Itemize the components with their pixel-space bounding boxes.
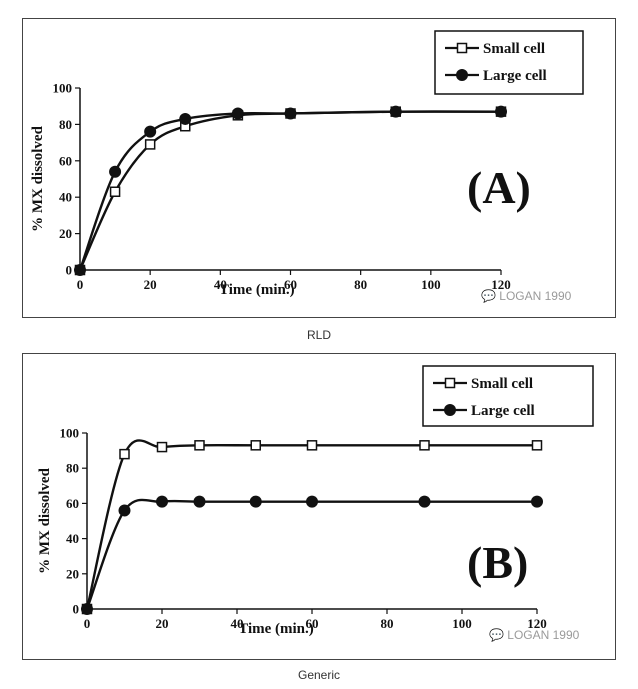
chart-a-series-1-point <box>284 107 297 120</box>
chart-a-series-0-point <box>144 139 156 150</box>
chart-a-x-tick-label: 40 <box>214 277 227 292</box>
chart-a-y-tick-label: 80 <box>59 117 72 132</box>
chart-b-series-1-point <box>193 495 206 508</box>
chart-a-panel-label: (A) <box>467 162 531 213</box>
chart-b-legend-label-0: Small cell <box>471 376 533 392</box>
chart-a-x-tick-label: 120 <box>491 277 511 292</box>
chart-a-svg: 0 20 40 60 80 100 0 20 40 60 80 100 120 Time (min.) % … <box>30 30 584 303</box>
chart-b-legend-label-1: Large cell <box>471 403 535 419</box>
chart-b-x-axis-label: Time (min.) <box>238 621 314 637</box>
chart-b-y-tick-label: 100 <box>60 426 80 441</box>
chart-b-y-tick-label: 20 <box>66 566 79 581</box>
chart-b-watermark: 💬 LOGAN 1990 <box>489 628 580 642</box>
chart-b-legend-marker-0 <box>444 377 456 389</box>
chart-b-series-0-point <box>194 440 205 451</box>
chart-a-legend-marker-0 <box>456 42 468 54</box>
chart-b-caption: Generic <box>297 668 341 682</box>
chart-b-x-tick-label: 0 <box>84 616 91 631</box>
chart-b-x-tick-label: 120 <box>527 616 547 631</box>
chart-a-legend-marker-1 <box>456 69 468 81</box>
chart-b-series-0-point <box>419 440 430 451</box>
chart-a-series-1-point <box>179 112 192 125</box>
chart-a-y-axis-label: % MX dissolved <box>30 125 46 232</box>
chart-a-legend-label-1: Large cell <box>483 68 547 84</box>
chart-a-caption: RLD <box>306 328 331 342</box>
chart-b-series-1-point <box>156 495 168 508</box>
chart-a-x-tick-label: 100 <box>421 277 441 292</box>
chart-b-y-tick-label: 80 <box>66 461 79 476</box>
chart-a-y-tick-label: 60 <box>59 153 72 168</box>
chart-a-series-0-point <box>109 186 121 197</box>
chart-b-series-1-point <box>531 495 543 508</box>
chart-a-series-0-line <box>78 110 502 271</box>
chart-panel-b: 0 20 40 60 80 100 0 20 40 60 80 100 120 Time (min.) % … <box>22 353 616 660</box>
chart-a-x-tick-label: 0 <box>77 277 84 292</box>
chart-a-y-tick-label: 0 <box>66 263 73 278</box>
chart-a-y-tick-label: 20 <box>59 226 72 241</box>
chart-b-x-tick-label: 40 <box>231 616 244 631</box>
chart-a-y-tick-label: 100 <box>53 81 73 96</box>
chart-b-x-tick-label: 80 <box>381 616 394 631</box>
chart-a-watermark: 💬 LOGAN 1990 <box>481 289 572 303</box>
chart-b-series-1-point <box>118 504 131 517</box>
chart-b-series-0-point <box>156 441 168 453</box>
chart-a-series-1-point <box>109 165 122 178</box>
chart-a-x-tick-label: 80 <box>354 277 367 292</box>
chart-b-series-1-point <box>81 603 93 615</box>
chart-a-series-1-point <box>495 105 507 118</box>
chart-b-series-1-point <box>249 495 262 508</box>
chart-a-series-1-line <box>78 110 502 271</box>
chart-a-series-1-point <box>389 105 402 118</box>
chart-a-x-axis-label: Time (min.) <box>219 282 295 298</box>
chart-a-x-tick-label: 20 <box>144 277 157 292</box>
chart-b-panel-label: (B) <box>467 537 528 588</box>
chart-a-y-tick-label: 40 <box>59 190 72 205</box>
chart-a-legend-box <box>434 30 584 95</box>
chart-b-legend-marker-1 <box>444 404 456 416</box>
chart-b-series-1-point <box>306 495 318 508</box>
chart-b-svg: 0 20 40 60 80 100 0 20 40 60 80 100 120 Time (min.) % … <box>37 365 594 642</box>
chart-b-y-tick-label: 40 <box>66 531 79 546</box>
chart-b-x-tick-label: 20 <box>156 616 169 631</box>
chart-b-series-1-point <box>418 495 431 508</box>
chart-b-y-tick-label: 0 <box>73 602 80 617</box>
chart-a-series-1-point <box>144 125 157 138</box>
chart-a-series-1-point <box>74 264 86 276</box>
chart-a-x-tick-label: 60 <box>284 277 297 292</box>
chart-b-series-0-point <box>531 440 543 451</box>
chart-a-series-1-point <box>231 107 244 120</box>
chart-b-x-tick-label: 100 <box>452 616 472 631</box>
chart-b-series-0-point <box>250 440 261 451</box>
chart-b-y-tick-label: 60 <box>66 496 79 511</box>
chart-b-series-0-point <box>119 448 130 460</box>
chart-b-x-tick-label: 60 <box>306 616 319 631</box>
chart-a-legend-label-0: Small cell <box>483 41 545 57</box>
chart-panel-a: 0 20 40 60 80 100 0 20 40 60 80 100 120 Time (min.) % … <box>22 18 616 318</box>
chart-b-y-axis-label: % MX dissolved <box>37 467 53 574</box>
chart-b-series-0-point <box>306 440 318 451</box>
chart-b-legend-box <box>422 365 594 427</box>
